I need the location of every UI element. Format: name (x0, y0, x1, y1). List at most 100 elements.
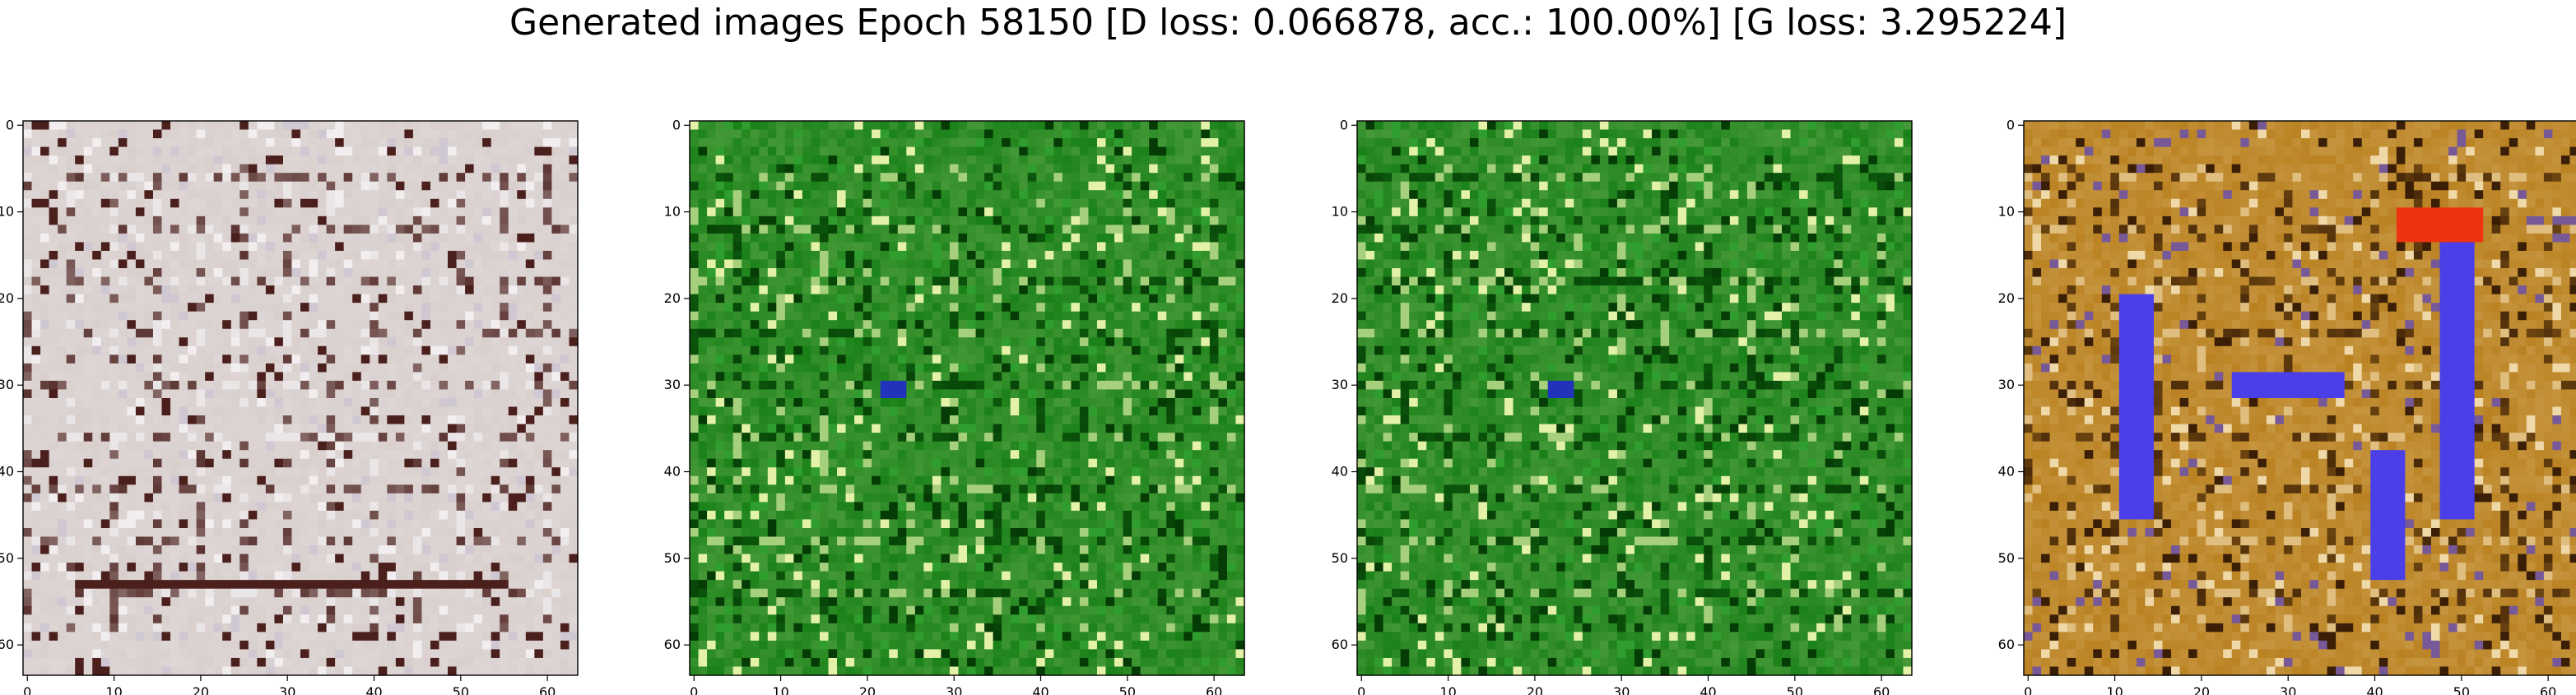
pixel-cell (161, 190, 171, 200)
pixel-cell (448, 563, 458, 572)
pixel-cell (1002, 121, 1011, 131)
pixel-cell (152, 597, 163, 607)
pixel-cell (1053, 215, 1063, 225)
pixel-cell (248, 259, 258, 269)
pixel-cell (230, 450, 240, 460)
pixel-cell (152, 311, 163, 321)
pixel-cell (75, 354, 85, 364)
pixel-cell (152, 285, 163, 295)
pixel-cell (395, 337, 405, 347)
pixel-cell (66, 484, 76, 494)
pixel-cell (23, 328, 33, 338)
pixel-cell (430, 527, 440, 538)
pixel-cell (880, 181, 890, 191)
pixel-cell (92, 354, 102, 364)
pixel-cell (318, 493, 328, 503)
pixel-cell (257, 527, 267, 538)
pixel-cell (196, 389, 206, 399)
pixel-cell (560, 328, 570, 338)
pixel-cell (1140, 225, 1150, 234)
pixel-cell (395, 320, 405, 330)
pixel-cell (1114, 181, 1124, 191)
pixel-cell (335, 484, 345, 494)
pixel-cell (732, 121, 742, 131)
pixel-cell (500, 493, 509, 503)
pixel-cell (188, 588, 198, 598)
pixel-cell (127, 458, 137, 468)
pixel-cell (776, 129, 786, 139)
pixel-cell (222, 493, 232, 503)
pixel-cell (222, 129, 232, 139)
pixel-cell (352, 406, 362, 416)
pixel-cell (932, 233, 942, 243)
pixel-cell (75, 285, 85, 295)
pixel-cell (387, 207, 397, 217)
pixel-cell (326, 372, 336, 382)
pixel-cell (715, 198, 725, 208)
pixel-cell (967, 129, 977, 139)
pixel-cell (690, 225, 700, 234)
pixel-cell (421, 614, 431, 624)
pixel-cell (784, 181, 794, 191)
pixel-cell (205, 250, 215, 261)
pixel-cell (404, 259, 414, 269)
heatmap-pixels (23, 121, 579, 676)
pixel-cell (534, 536, 544, 546)
pixel-cell (767, 173, 777, 183)
pixel-cell (439, 666, 449, 676)
pixel-cell (828, 233, 838, 243)
pixel-cell (378, 190, 388, 200)
pixel-cell (144, 242, 154, 252)
pixel-cell (196, 484, 206, 494)
pixel-cell (188, 649, 198, 659)
pixel-cell (1201, 155, 1211, 165)
pixel-cell (473, 198, 483, 208)
pixel-cell (152, 502, 163, 512)
pixel-cell (222, 649, 232, 659)
pixel-cell (491, 605, 500, 615)
pixel-cell (482, 623, 492, 632)
pixel-cell (360, 588, 370, 598)
pixel-cell (300, 276, 310, 286)
pixel-cell (118, 441, 128, 451)
pixel-cell (880, 190, 890, 200)
pixel-cell (750, 198, 760, 208)
pixel-cell (508, 121, 518, 131)
pixel-cell (1218, 225, 1228, 234)
pixel-cell (161, 259, 171, 269)
pixel-cell (395, 475, 405, 485)
pixel-cell (40, 614, 50, 624)
pixel-cell (66, 146, 76, 156)
pixel-cell (534, 225, 544, 234)
pixel-cell (560, 588, 570, 598)
pixel-cell (352, 259, 362, 269)
pixel-cell (75, 666, 85, 676)
pixel-cell (188, 198, 198, 208)
pixel-cell (508, 563, 518, 572)
pixel-cell (265, 502, 276, 512)
pixel-cell (525, 294, 535, 303)
pixel-cell (239, 181, 249, 191)
pixel-cell (430, 424, 440, 433)
pixel-cell (257, 484, 267, 494)
pixel-cell (482, 484, 492, 494)
pixel-cell (100, 207, 110, 217)
pixel-cell (837, 146, 847, 156)
pixel-cell (179, 372, 188, 382)
pixel-cell (135, 493, 146, 503)
pixel-cell (491, 424, 500, 433)
pixel-cell (1209, 181, 1220, 191)
pixel-cell (525, 311, 535, 321)
pixel-cell (923, 164, 933, 174)
pixel-cell (161, 458, 171, 468)
pixel-cell (1044, 181, 1054, 191)
pixel-cell (40, 441, 50, 451)
pixel-cell (265, 605, 276, 615)
pixel-cell (456, 121, 466, 131)
pixel-cell (309, 190, 319, 200)
pixel-cell (118, 207, 128, 217)
pixel-cell (897, 207, 907, 217)
pixel-cell (239, 155, 249, 165)
pixel-cell (542, 632, 553, 642)
pixel-cell (326, 536, 336, 546)
